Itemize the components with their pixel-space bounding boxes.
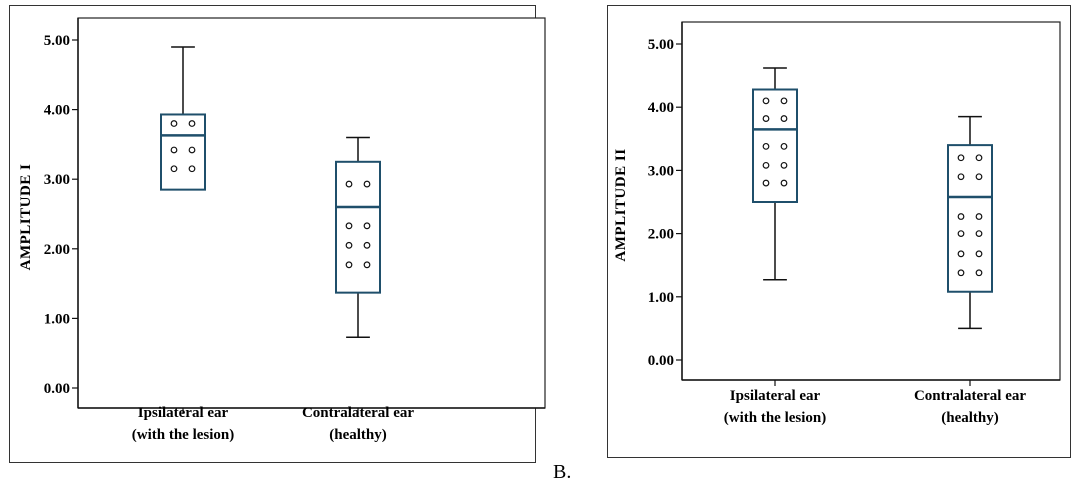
dot-marker (780, 142, 788, 150)
dot-marker (975, 250, 983, 258)
iqr-box (335, 160, 381, 294)
dot-marker (762, 142, 770, 150)
dot-marker (975, 154, 983, 162)
y-tick-label: 5.00 (648, 37, 674, 53)
box-plot-1 (752, 67, 798, 281)
dot-marker (957, 213, 965, 220)
x-tick-label: Contralateral ear (914, 388, 1026, 404)
dot-marker (762, 115, 770, 122)
iqr-box (947, 144, 993, 293)
x-tick-label-line2: (healthy) (329, 427, 387, 443)
dot-marker (363, 261, 371, 269)
box-plot-1 (160, 46, 206, 191)
dot-marker (345, 241, 353, 249)
x-tick-label-line2: (with the lesion) (724, 410, 827, 426)
dot-marker (975, 230, 983, 238)
panel-label: B. (553, 461, 571, 483)
dot-marker (975, 269, 983, 277)
x-tick-label-line2: (healthy) (941, 410, 999, 426)
dot-marker (345, 222, 353, 230)
y-tick-label: 0.00 (44, 381, 70, 397)
dot-marker (957, 250, 965, 258)
y-tick-label: 5.00 (44, 33, 70, 49)
chart-panel-1: 0.00 1.00 2.00 3.00 4.00 5.00 AMPLITUDE I Ipsil… (9, 5, 546, 463)
x-tick-label-line2: (with the lesion) (132, 427, 235, 443)
box-plot-2 (335, 136, 381, 338)
y-tick-label: 2.00 (44, 242, 70, 258)
plot-area (681, 21, 1061, 381)
dot-marker (957, 269, 965, 277)
dot-marker (170, 120, 178, 127)
y-tick-label: 4.00 (648, 100, 674, 116)
dot-marker (170, 165, 178, 173)
dot-marker (170, 146, 178, 154)
dot-marker (975, 213, 983, 220)
dot-marker (188, 120, 196, 127)
plot-area (77, 17, 546, 409)
dot-marker (957, 230, 965, 238)
dot-marker (780, 179, 788, 187)
dot-marker (780, 161, 788, 169)
y-tick-label: 2.00 (648, 227, 674, 243)
x-tick-label: Contralateral ear (302, 405, 414, 421)
dot-marker (957, 154, 965, 162)
iqr-box (160, 113, 206, 191)
y-tick-label: 3.00 (44, 172, 70, 188)
chart-panel-2: 0.00 1.00 2.00 3.00 4.00 5.00 AMPLITUDE II Ipsi… (607, 5, 1071, 458)
dot-marker (780, 115, 788, 122)
y-tick-label: 0.00 (648, 353, 674, 369)
panel-frame (607, 5, 1071, 458)
x-tick-label: Ipsilateral ear (138, 405, 229, 421)
dot-marker (188, 146, 196, 154)
dot-marker (363, 180, 371, 188)
dot-marker (762, 179, 770, 187)
dot-marker (957, 173, 965, 181)
dot-marker (345, 180, 353, 188)
iqr-box (752, 88, 798, 203)
dot-marker (363, 241, 371, 249)
dot-marker (188, 165, 196, 173)
y-tick-label: 3.00 (648, 163, 674, 179)
y-tick-label: 1.00 (44, 311, 70, 327)
box-plot-2 (947, 115, 993, 330)
y-axis-label: AMPLITUDE I (18, 164, 34, 271)
y-axis-label: AMPLITUDE II (613, 148, 629, 261)
dot-marker (762, 161, 770, 169)
dot-marker (975, 173, 983, 181)
dot-marker (363, 222, 371, 230)
y-tick-label: 1.00 (648, 290, 674, 306)
x-tick-label: Ipsilateral ear (730, 388, 821, 404)
dot-marker (345, 261, 353, 269)
dot-marker (762, 97, 770, 105)
dot-marker (780, 97, 788, 105)
y-tick-label: 4.00 (44, 103, 70, 119)
